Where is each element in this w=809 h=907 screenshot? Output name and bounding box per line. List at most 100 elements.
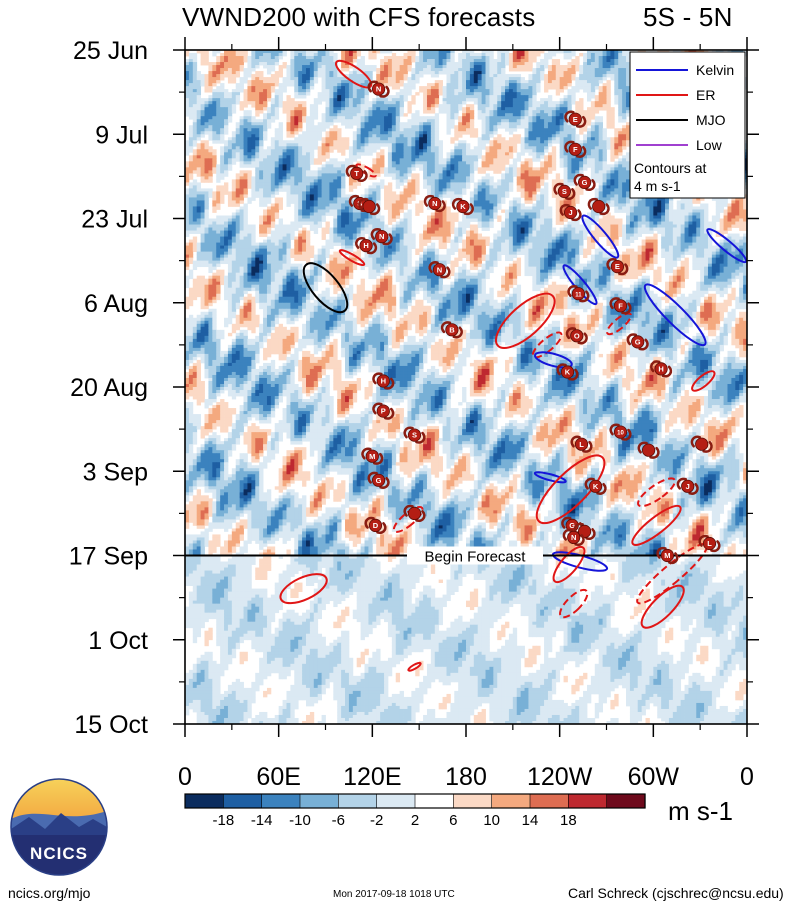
heatmap-cell: [426, 146, 432, 150]
heatmap-cell: [508, 128, 514, 132]
heatmap-cell: [450, 101, 455, 105]
heatmap-cell: [544, 83, 549, 87]
heatmap-cell: [239, 89, 244, 93]
heatmap-cell: [286, 134, 291, 138]
heatmap-cell: [544, 56, 549, 60]
heatmap-cell: [454, 104, 459, 108]
heatmap-cell: [505, 149, 510, 153]
heatmap-cell: [348, 119, 354, 123]
heatmap-cell: [606, 56, 611, 60]
heatmap-cell: [270, 59, 276, 63]
heatmap-cell: [622, 95, 627, 99]
heatmap-cell: [391, 134, 397, 138]
heatmap-cell: [446, 59, 451, 63]
heatmap-cell: [360, 131, 365, 135]
heatmap-cell: [497, 125, 502, 129]
heatmap-cell: [227, 74, 233, 78]
heatmap-cell: [391, 104, 397, 108]
heatmap-cell: [438, 65, 443, 69]
heatmap-cell: [282, 140, 287, 144]
heatmap-cell: [454, 152, 459, 156]
heatmap-cell: [259, 164, 264, 168]
heatmap-cell: [458, 125, 463, 129]
heatmap-cell: [356, 62, 362, 66]
heatmap-cell: [493, 152, 498, 156]
heatmap-cell: [477, 68, 483, 72]
heatmap-cell: [423, 164, 428, 168]
heatmap-cell: [395, 113, 401, 117]
heatmap-cell: [606, 101, 611, 105]
heatmap-cell: [411, 149, 416, 153]
heatmap-cell: [622, 74, 627, 78]
heatmap-cell: [337, 113, 342, 117]
heatmap-cell: [551, 158, 557, 162]
heatmap-cell: [594, 71, 600, 75]
heatmap-cell: [614, 143, 619, 147]
heatmap-cell: [532, 116, 537, 120]
heatmap-cell: [462, 155, 467, 159]
heatmap-cell: [485, 125, 490, 129]
heatmap-cell: [524, 119, 529, 123]
heatmap-cell: [544, 62, 549, 66]
heatmap-cell: [395, 116, 401, 120]
heatmap-cell: [395, 158, 401, 162]
heatmap-cell: [532, 137, 537, 141]
heatmap-cell: [547, 164, 553, 168]
heatmap-cell: [618, 110, 623, 114]
heatmap-cell: [337, 77, 342, 81]
heatmap-cell: [220, 110, 225, 114]
heatmap-cell: [399, 131, 404, 135]
heatmap-cell: [263, 104, 268, 108]
heatmap-cell: [430, 107, 436, 111]
heatmap-cell: [356, 95, 362, 99]
heatmap-cell: [590, 83, 596, 87]
heatmap-cell: [247, 170, 252, 174]
heatmap-cell: [466, 155, 471, 159]
heatmap-cell: [259, 170, 264, 174]
heatmap-cell: [559, 122, 564, 126]
heatmap-cell: [575, 89, 580, 93]
heatmap-cell: [333, 161, 338, 165]
heatmap-cell: [524, 143, 529, 147]
heatmap-cell: [458, 65, 463, 69]
heatmap-cell: [391, 167, 397, 171]
heatmap-cell: [305, 143, 311, 147]
heatmap-cell: [497, 134, 502, 138]
heatmap-cell: [442, 104, 447, 108]
heatmap-cell: [337, 146, 342, 150]
heatmap-cell: [547, 50, 553, 54]
heatmap-cell: [571, 71, 576, 75]
heatmap-cell: [489, 167, 494, 171]
heatmap-cell: [415, 173, 420, 177]
heatmap-cell: [247, 143, 252, 147]
heatmap-cell: [590, 56, 596, 60]
heatmap-cell: [337, 149, 342, 153]
heatmap-cell: [575, 86, 580, 90]
heatmap-cell: [235, 71, 241, 75]
heatmap-cell: [239, 158, 244, 162]
heatmap-cell: [263, 161, 268, 165]
heatmap-cell: [430, 155, 436, 159]
heatmap-cell: [192, 62, 198, 66]
heatmap-cell: [481, 86, 486, 90]
heatmap-cell: [387, 113, 393, 117]
heatmap-cell: [559, 143, 564, 147]
heatmap-cell: [348, 92, 354, 96]
heatmap-cell: [528, 134, 533, 138]
heatmap-cell: [485, 65, 490, 69]
heatmap-cell: [305, 92, 311, 96]
heatmap-cell: [485, 152, 490, 156]
heatmap-cell: [188, 101, 194, 105]
heatmap-cell: [473, 86, 479, 90]
heatmap-cell: [508, 65, 514, 69]
heatmap-cell: [501, 80, 506, 84]
heatmap-cell: [583, 83, 588, 87]
heatmap-cell: [333, 53, 338, 57]
heatmap-cell: [255, 152, 260, 156]
heatmap-cell: [278, 134, 283, 138]
heatmap-cell: [442, 158, 447, 162]
heatmap-cell: [430, 53, 436, 57]
heatmap-cell: [403, 158, 408, 162]
heatmap-cell: [430, 134, 436, 138]
heatmap-cell: [290, 173, 295, 177]
